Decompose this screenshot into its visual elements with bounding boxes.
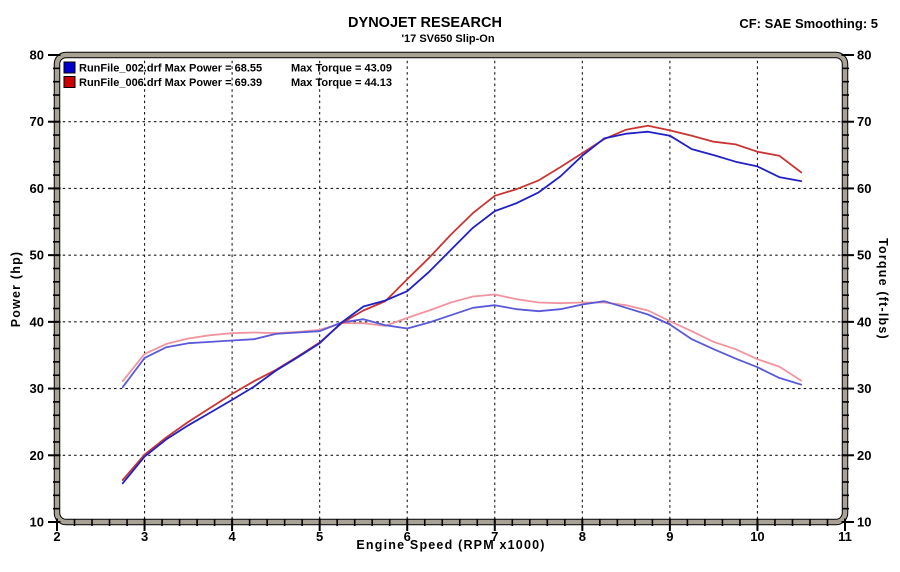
legend-run006-torque-label: Max Torque = 44.13 <box>291 77 392 89</box>
torque-curve-run006 <box>121 293 803 383</box>
legend-swatch-run006 <box>63 76 76 88</box>
power-axis-tick-label: 50 <box>30 248 44 263</box>
rpm-axis-tick-label: 7 <box>491 529 498 544</box>
legend-swatch-run002 <box>63 61 76 74</box>
dyno-curves <box>121 124 803 485</box>
power-axis-tick-label: 70 <box>30 114 44 129</box>
right-axis-title: Torque (ft-lbs) <box>876 238 890 340</box>
torque-axis-tick-label: 20 <box>857 448 871 463</box>
axis-tick-labels: 10 20 30 40 50 60 70 80 10 20 30 40 50 60 70 80 2 3 4 5 6 7 8 9… <box>30 48 872 545</box>
rpm-axis-tick-label: 6 <box>404 529 411 544</box>
power-axis-tick-label: 20 <box>30 448 44 463</box>
torque-axis-tick-label: 10 <box>857 515 871 530</box>
rpm-axis-tick-label: 8 <box>579 529 586 544</box>
torque-axis-tick-label: 40 <box>857 314 871 329</box>
legend-run006-power-label: RunFile_006.drf Max Power = 69.39 <box>79 77 262 89</box>
torque-axis-tick-label: 50 <box>857 248 871 263</box>
torque-axis-tick-label: 30 <box>857 381 871 396</box>
chart-title: DYNOJET RESEARCH <box>348 15 502 31</box>
torque-axis-tick-label: 70 <box>857 114 871 129</box>
gridlines <box>57 55 845 522</box>
left-axis-title: Power (hp) <box>9 251 23 328</box>
power-curve-run002 <box>121 130 803 485</box>
power-axis-tick-label: 60 <box>30 181 44 196</box>
plot-frame-outline <box>53 51 849 526</box>
power-axis-tick-label: 40 <box>30 314 44 329</box>
torque-curve-run002 <box>121 300 803 389</box>
rpm-axis-tick-label: 3 <box>141 529 148 544</box>
rpm-axis-tick-label: 9 <box>666 529 673 544</box>
legend-run002-power-label: RunFile_002.drf Max Power = 68.55 <box>79 63 262 75</box>
correction-smoothing-label: CF: SAE Smoothing: 5 <box>739 16 878 31</box>
torque-axis-tick-label: 60 <box>857 181 871 196</box>
plot-frame-band <box>54 52 848 525</box>
power-axis-tick-label: 30 <box>30 381 44 396</box>
x-axis-title: Engine Speed (RPM x1000) <box>356 538 545 552</box>
rpm-axis-tick-label: 11 <box>838 529 852 544</box>
chart-subtitle: '17 SV650 Slip-On <box>401 33 494 45</box>
rpm-axis-tick-label: 2 <box>53 529 60 544</box>
legend-run002-torque-label: Max Torque = 43.09 <box>291 63 392 75</box>
power-axis-tick-label: 80 <box>30 48 44 63</box>
legend: RunFile_002.drf Max Power = 68.55 Max To… <box>63 61 392 89</box>
power-curve-run006 <box>121 124 803 481</box>
power-axis-tick-label: 10 <box>30 515 44 530</box>
rpm-axis-tick-label: 10 <box>750 529 764 544</box>
torque-axis-tick-label: 80 <box>857 48 871 63</box>
axis-ticks <box>48 54 854 531</box>
rpm-axis-tick-label: 4 <box>228 529 236 544</box>
plot-frame <box>53 51 849 526</box>
rpm-axis-tick-label: 5 <box>316 529 323 544</box>
